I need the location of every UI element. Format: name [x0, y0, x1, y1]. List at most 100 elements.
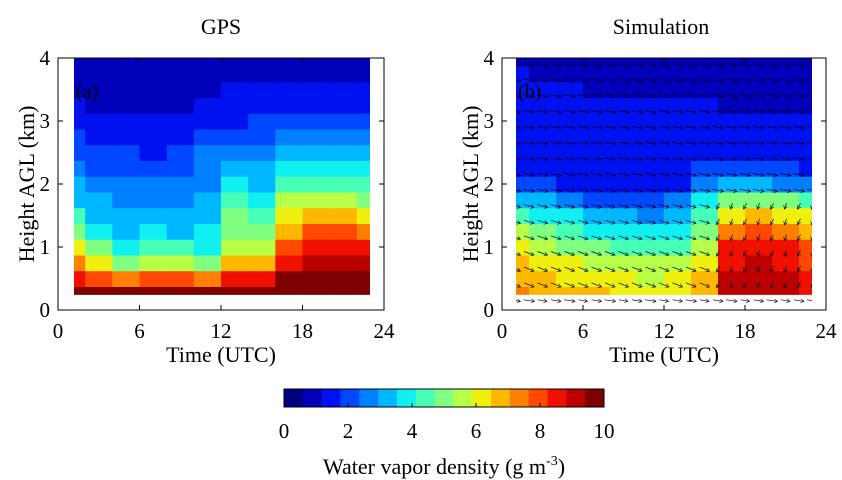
gps-cell-4-4	[166, 223, 195, 240]
gps-cell-8-6	[221, 160, 249, 177]
wind-vector-118	[604, 204, 615, 208]
gps-cell-9-2	[112, 144, 141, 161]
colorbar-swatch-2	[321, 389, 341, 407]
wind-vector-346	[793, 142, 805, 144]
gps-cell-13-6	[221, 81, 249, 98]
wind-vector-365	[806, 94, 812, 97]
simulation-cell-14-2	[556, 65, 584, 83]
colorbar-swatch-5	[378, 389, 398, 407]
wind-vector-256	[725, 300, 737, 302]
wind-vector-192	[672, 300, 683, 302]
gps-cell-9-9	[302, 144, 331, 161]
gps-cell-10-3	[139, 128, 168, 146]
simulation-cell-12-7	[691, 97, 719, 114]
gps-cell-6-9	[302, 191, 331, 209]
wind-vector-139	[617, 126, 629, 128]
gps-cell-3-7	[248, 239, 276, 256]
simulation-cell-8-2	[556, 160, 584, 177]
wind-vector-359	[806, 188, 812, 191]
colorbar-swatch-16	[585, 389, 605, 407]
wind-vector-94	[577, 79, 589, 81]
simulation-cell-3-1	[529, 239, 557, 256]
simulation-cell-10-3	[583, 128, 611, 146]
panel-simulation-xlabel: Time (UTC)	[609, 342, 719, 367]
gps-xtick-label: 18	[292, 319, 313, 343]
simulation-cell-8-8	[718, 160, 746, 177]
wind-vector-115	[604, 251, 615, 256]
wind-vector-147	[631, 251, 642, 256]
wind-vector-61	[550, 95, 562, 97]
wind-vector-347	[793, 126, 805, 128]
simulation-cell-3-6	[664, 239, 692, 256]
simulation-cell-7-10	[772, 176, 800, 193]
wind-vector-247	[712, 189, 724, 191]
gps-cell-11-4	[166, 113, 195, 130]
simulation-cell-12-0	[516, 97, 530, 114]
wind-vector-104	[590, 174, 602, 176]
simulation-cell-1-8	[718, 270, 746, 287]
wind-vector-284	[739, 111, 751, 113]
wind-vector-14	[516, 79, 521, 81]
simulation-cell-12-6	[664, 97, 692, 114]
wind-vector-64	[563, 300, 575, 302]
wind-vector-280	[739, 174, 751, 176]
gps-cell-4-0	[74, 223, 86, 240]
gps-cell-11-0	[74, 113, 86, 130]
wind-vector-114	[604, 266, 615, 271]
wind-vector-117	[604, 219, 615, 223]
simulation-cell-13-6	[664, 81, 692, 98]
wind-vector-189	[658, 95, 670, 97]
gps-cell-0-7	[248, 286, 276, 295]
gps-cell-3-11	[356, 239, 370, 256]
simulation-cell-0-8	[718, 286, 746, 295]
wind-vector-345	[793, 158, 805, 160]
wind-vector-249	[712, 158, 724, 160]
wind-vector-293	[758, 218, 760, 225]
wind-vector-354	[812, 266, 814, 272]
wind-vector-19	[523, 251, 534, 256]
simulation-ytick-label: 0	[484, 298, 495, 322]
wind-vector-227	[699, 251, 710, 256]
simulation-cell-0-7	[691, 286, 719, 295]
wind-vector-120	[604, 174, 616, 176]
wind-vector-93	[577, 95, 589, 97]
gps-cell-11-2	[112, 113, 141, 130]
wind-vector-327	[779, 189, 791, 191]
colorbar-tick-label: 8	[535, 419, 546, 443]
wind-vector-49	[550, 282, 561, 287]
wind-vector-59	[550, 126, 562, 128]
wind-vector-60	[550, 111, 562, 113]
gps-cell-0-4	[166, 286, 195, 295]
wind-vector-38	[537, 204, 548, 208]
simulation-cell-1-7	[691, 270, 719, 287]
simulation-cell-12-1	[529, 97, 557, 114]
wind-vector-153	[631, 158, 643, 160]
gps-cell-8-4	[166, 160, 195, 177]
wind-vector-302	[752, 79, 764, 81]
gps-cell-9-11	[356, 144, 370, 161]
gps-cell-5-11	[356, 207, 370, 224]
simulation-cell-11-2	[556, 113, 584, 130]
wind-vector-106	[590, 142, 602, 144]
simulation-cell-11-3	[583, 113, 611, 130]
wind-vector-305	[771, 281, 774, 288]
simulation-cell-11-7	[691, 113, 719, 130]
wind-vector-330	[779, 142, 791, 144]
simulation-cell-13-3	[583, 81, 611, 98]
simulation-cell-8-6	[664, 160, 692, 177]
wind-vector-279	[739, 189, 751, 191]
wind-vector-278	[744, 202, 747, 209]
wind-vector-150	[631, 204, 642, 208]
wind-vector-87	[577, 189, 589, 191]
simulation-cell-11-8	[718, 113, 746, 130]
panel-simulation-ylabel: Height AGL (km)	[458, 106, 483, 263]
gps-xtick-label: 24	[374, 319, 396, 343]
simulation-cell-9-1	[529, 144, 557, 161]
gps-cell-10-9	[302, 128, 331, 146]
wind-vector-77	[563, 95, 575, 97]
wind-vector-173	[644, 95, 656, 97]
wind-vector-210	[685, 266, 696, 271]
simulation-cell-6-5	[637, 191, 665, 209]
wind-vector-184	[658, 174, 670, 176]
